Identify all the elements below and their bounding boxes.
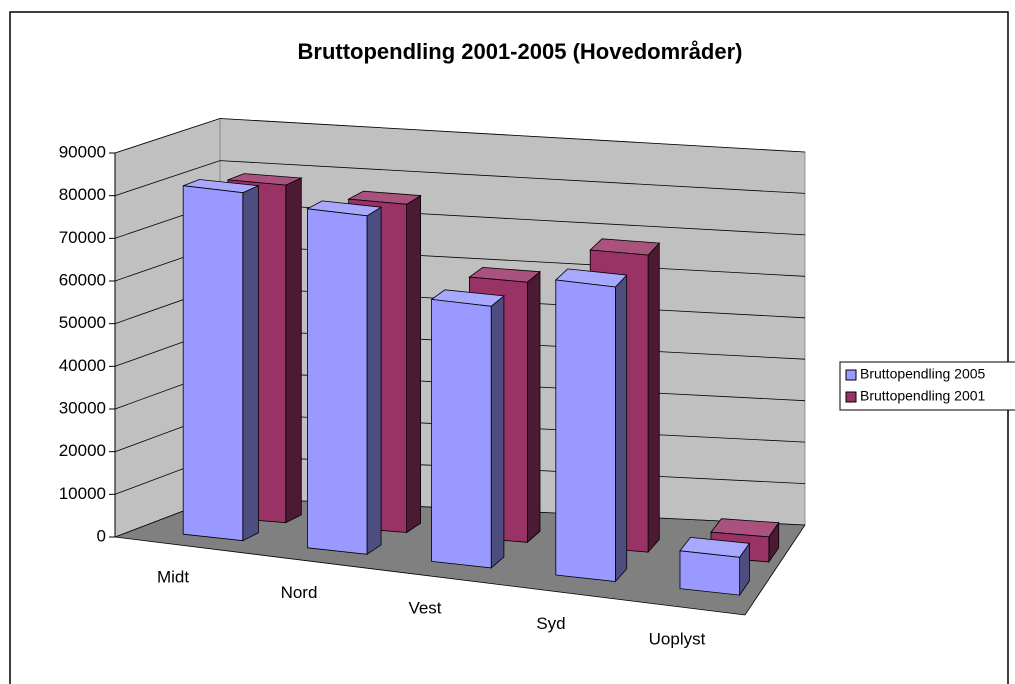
bar-side (647, 242, 660, 554)
legend-label: Bruttopendling 2005 (860, 366, 986, 382)
y-tick-label: 50000 (59, 313, 106, 332)
y-tick-label: 20000 (59, 441, 106, 460)
bar (306, 200, 383, 556)
bar-side (366, 206, 382, 556)
y-tick-label: 60000 (59, 270, 106, 289)
bar-front (679, 550, 740, 596)
bar-side (615, 274, 628, 583)
y-tick-label: 70000 (59, 228, 106, 247)
bar-side (527, 270, 541, 544)
x-tick-label: Vest (408, 598, 441, 617)
bar-side (242, 185, 259, 542)
y-tick-label: 80000 (59, 185, 106, 204)
bar (430, 289, 505, 569)
grid-line (114, 160, 806, 197)
x-tick-label: Syd (536, 614, 565, 633)
grid-line (114, 118, 806, 154)
y-tick-label: 30000 (59, 398, 106, 417)
x-tick-label: Uoplyst (649, 630, 706, 649)
bar-side (490, 295, 505, 569)
y-tick-label: 40000 (59, 356, 106, 375)
legend-swatch (845, 391, 857, 403)
legend-swatch (845, 369, 857, 381)
bar-side (406, 194, 422, 534)
legend-box (839, 361, 1015, 411)
y-tick-label: 10000 (59, 484, 106, 503)
bar-front (431, 298, 492, 569)
x-tick-label: Nord (281, 583, 318, 602)
x-tick-label: Midt (157, 567, 189, 586)
bar-front (555, 279, 616, 582)
legend-label: Bruttopendling 2001 (860, 388, 986, 404)
bar-front (182, 185, 244, 542)
bar (182, 179, 260, 542)
bar-side (285, 177, 302, 524)
y-tick-label: 90000 (59, 142, 106, 161)
y-tick-label: 0 (97, 526, 106, 545)
bar-front (306, 208, 368, 555)
plot-area: 0 10000 20000 30000 40000 50000 60000 70000 8000… (59, 117, 806, 649)
bar (679, 536, 751, 597)
bar (554, 268, 628, 583)
chart-title: Bruttopendling 2001-2005 (Hovedområder) (298, 39, 743, 64)
legend: Bruttopendling 2005 Bruttopendling 2001 (839, 361, 1015, 411)
